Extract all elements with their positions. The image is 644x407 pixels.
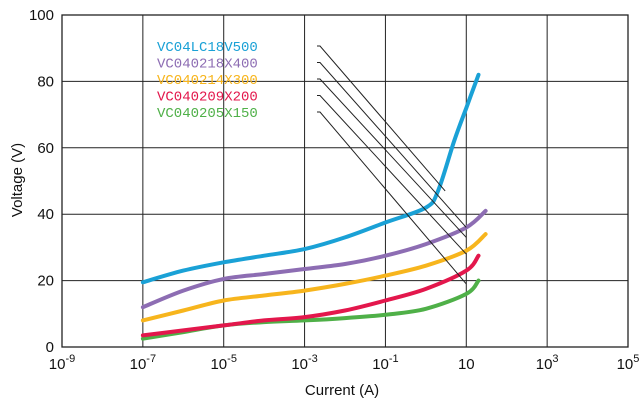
y-tick-label: 100	[29, 7, 54, 24]
legend-label: VC040214X300	[157, 73, 258, 89]
plot-border	[61, 14, 629, 348]
x-tick-label: 10-9	[49, 353, 75, 373]
y-tick-label: 80	[37, 73, 54, 90]
x-tick-label: 10-5	[210, 353, 236, 373]
x-tick-label: 10	[458, 356, 475, 373]
x-tick-label: 105	[617, 353, 640, 373]
grid	[62, 15, 628, 347]
legend-label: VC04LC18V500	[157, 40, 258, 56]
x-axis-title: Current (A)	[305, 382, 379, 399]
series-line	[140, 253, 481, 338]
y-axis-title: Voltage (V)	[9, 143, 26, 217]
plot-frame	[61, 14, 629, 348]
legend-leader-line	[317, 45, 446, 192]
y-tick-label: 60	[37, 140, 54, 157]
y-axis-ticks: 0 20 40 60 80 100	[29, 7, 54, 356]
y-tick-label: 40	[37, 206, 54, 223]
legend-leader-line	[317, 62, 467, 228]
legend-leader-line	[317, 95, 467, 255]
legend: VC04LC18V500VC040218X400VC040214X300VC04…	[157, 40, 258, 122]
x-axis-ticks: 10-9 10-7 10-5 10-3 10-1 10 103 105	[49, 353, 640, 373]
x-tick-label: 10-7	[130, 353, 156, 373]
series-lines	[140, 72, 488, 341]
series-line	[140, 208, 488, 310]
series-line	[140, 232, 488, 323]
x-tick-label: 10-3	[291, 353, 317, 373]
series-line	[140, 72, 481, 285]
legend-leader-line	[317, 78, 467, 238]
y-tick-label: 0	[46, 339, 54, 356]
x-tick-label: 10-1	[372, 353, 398, 373]
legend-leader-line	[317, 111, 467, 285]
legend-label: VC040205X150	[157, 106, 258, 122]
y-tick-label: 20	[37, 273, 54, 290]
legend-label: VC040218X400	[157, 57, 258, 73]
legend-label: VC040209X200	[157, 90, 258, 106]
legend-leaders	[317, 45, 467, 285]
x-tick-label: 103	[536, 353, 559, 373]
